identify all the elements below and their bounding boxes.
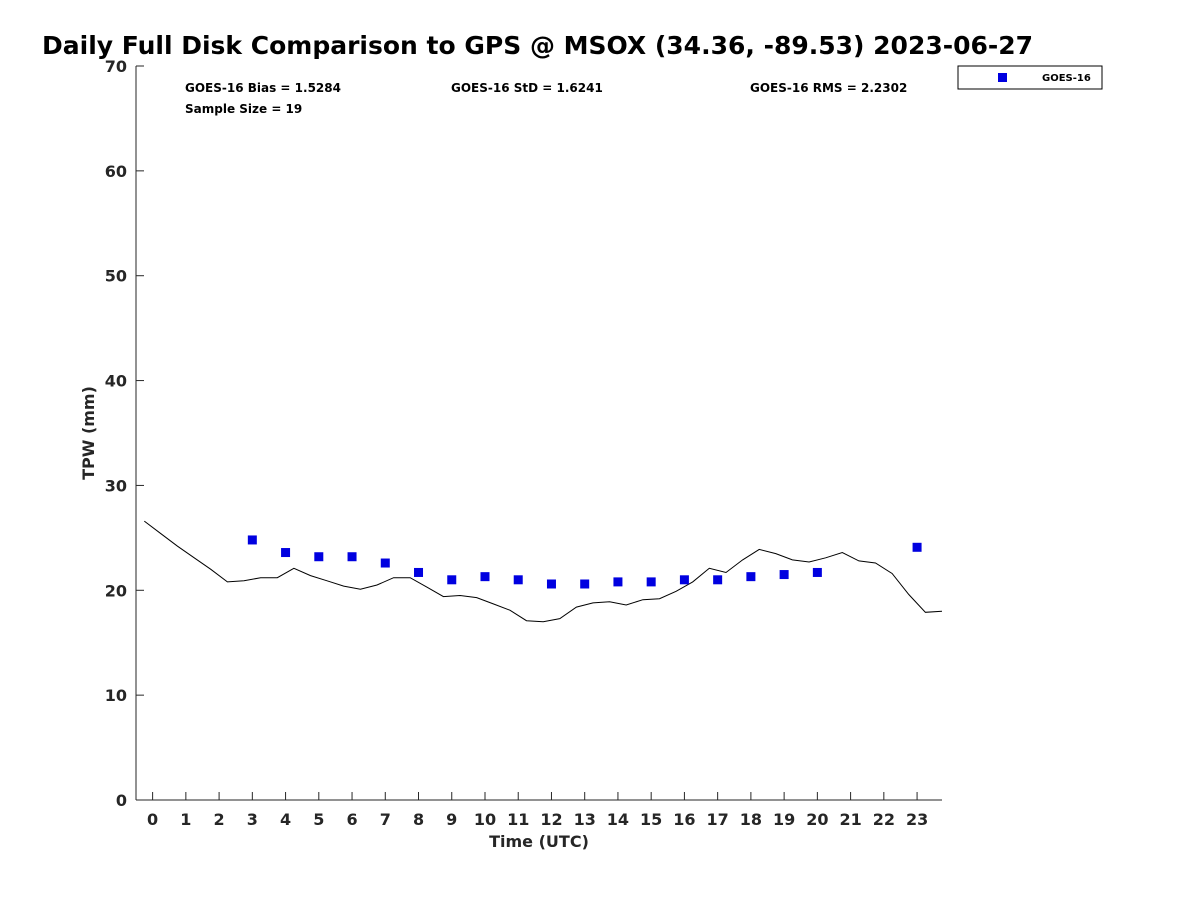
x-tick-label: 17 xyxy=(707,810,729,829)
legend: GOES-16 xyxy=(957,65,1103,90)
goes-16-point xyxy=(613,577,623,587)
legend-box xyxy=(957,65,1103,90)
stat-rms: GOES-16 RMS = 2.2302 xyxy=(750,81,907,95)
goes-16-point xyxy=(513,575,523,585)
x-tick-label: 19 xyxy=(773,810,795,829)
goes-16-series-points xyxy=(247,535,922,589)
x-tick-label: 13 xyxy=(574,810,596,829)
x-tick-label: 3 xyxy=(247,810,258,829)
x-tick-label: 16 xyxy=(673,810,695,829)
goes-16-point xyxy=(646,577,656,587)
x-tick-label: 1 xyxy=(180,810,191,829)
goes-16-point xyxy=(247,535,257,545)
x-tick-label: 5 xyxy=(313,810,324,829)
x-tick-label: 6 xyxy=(346,810,357,829)
y-tick-label: 70 xyxy=(105,57,127,76)
gps-line xyxy=(143,520,943,623)
x-tick-label: 2 xyxy=(214,810,225,829)
x-tick-label: 8 xyxy=(413,810,424,829)
x-tick-label: 12 xyxy=(540,810,562,829)
x-tick-label: 9 xyxy=(446,810,457,829)
y-tick-label: 50 xyxy=(105,267,127,286)
stat-bias: GOES-16 Bias = 1.5284 xyxy=(185,81,341,95)
y-axis-ticks: 0 10 20 30 40 50 60 70 xyxy=(105,57,144,810)
y-tick-label: 60 xyxy=(105,162,127,181)
x-tick-label: 21 xyxy=(839,810,861,829)
x-tick-label: 11 xyxy=(507,810,529,829)
y-tick-label: 10 xyxy=(105,686,127,705)
x-tick-label: 0 xyxy=(147,810,158,829)
x-tick-label: 22 xyxy=(873,810,895,829)
axes xyxy=(135,66,942,801)
x-tick-label: 15 xyxy=(640,810,662,829)
y-tick-label: 0 xyxy=(116,791,127,810)
y-tick-label: 20 xyxy=(105,581,127,600)
goes-16-point xyxy=(713,575,723,585)
x-axis-label: Time (UTC) xyxy=(489,832,589,851)
stat-sample-size: Sample Size = 19 xyxy=(185,102,302,116)
x-tick-label: 14 xyxy=(607,810,629,829)
goes-16-point xyxy=(812,567,822,577)
gps-series-line xyxy=(143,520,943,623)
y-tick-label: 30 xyxy=(105,476,127,495)
x-tick-label: 18 xyxy=(740,810,762,829)
y-tick-label: 40 xyxy=(105,372,127,391)
x-tick-label: 23 xyxy=(906,810,928,829)
x-tick-label: 10 xyxy=(474,810,496,829)
x-tick-label: 7 xyxy=(380,810,391,829)
goes-16-point xyxy=(746,572,756,582)
goes-16-point xyxy=(314,552,324,562)
legend-marker-square xyxy=(998,73,1007,82)
goes-16-point xyxy=(480,572,490,582)
goes-16-point xyxy=(414,567,424,577)
goes-16-point xyxy=(380,558,390,568)
stat-std: GOES-16 StD = 1.6241 xyxy=(451,81,603,95)
y-axis-label: TPW (mm) xyxy=(79,386,98,480)
chart-title: Daily Full Disk Comparison to GPS @ MSOX… xyxy=(42,31,1033,60)
goes-16-point xyxy=(546,579,556,589)
goes-16-point xyxy=(281,548,291,558)
goes-16-point xyxy=(679,575,689,585)
goes-16-point xyxy=(912,542,922,552)
goes-16-point xyxy=(779,570,789,580)
goes-16-point xyxy=(447,575,457,585)
goes-16-point xyxy=(347,552,357,562)
legend-label-goes-16: GOES-16 xyxy=(1042,73,1091,84)
x-axis-ticks: 0 1 2 3 4 5 6 7 8 9 10 11 12 13 14 15 16 17 18 19 20 21 22 23 xyxy=(147,792,928,829)
x-tick-label: 20 xyxy=(806,810,828,829)
goes-16-point xyxy=(580,579,590,589)
plot-area xyxy=(136,66,942,800)
x-tick-label: 4 xyxy=(280,810,291,829)
